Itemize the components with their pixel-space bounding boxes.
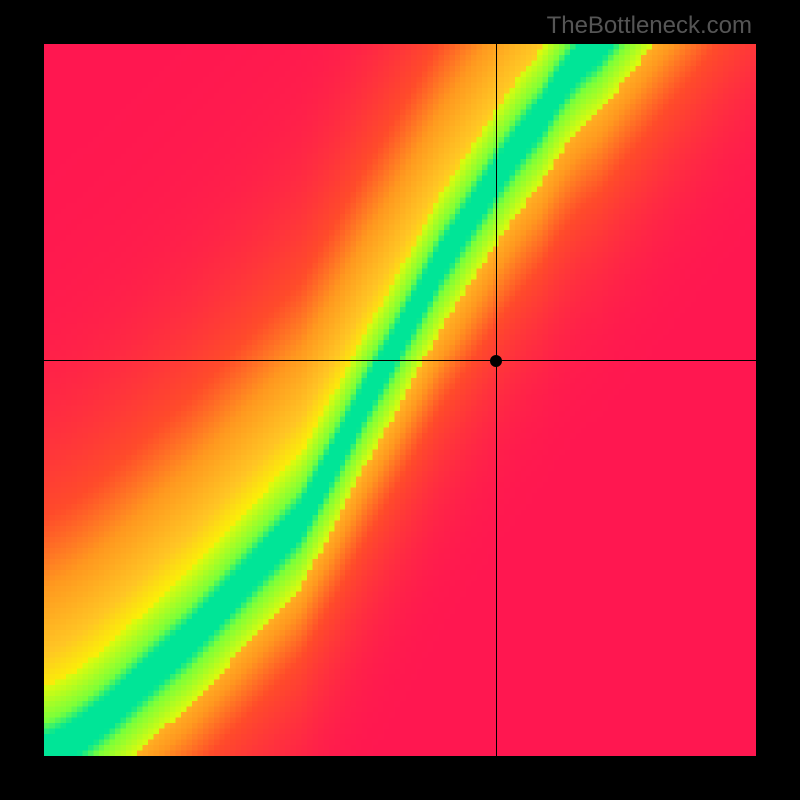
bottleneck-heatmap [44,44,756,756]
crosshair-horizontal [44,360,756,361]
crosshair-vertical [496,44,497,756]
crosshair-marker [490,355,502,367]
watermark-text: TheBottleneck.com [547,12,752,40]
